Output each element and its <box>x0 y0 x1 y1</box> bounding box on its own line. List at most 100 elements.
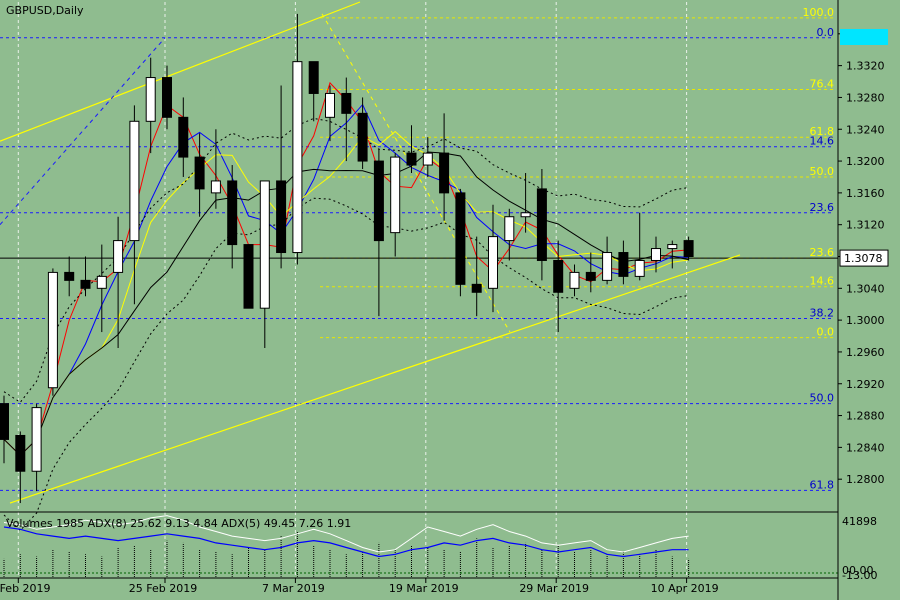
candle-body <box>471 283 482 293</box>
candle <box>667 240 678 269</box>
candle <box>553 240 564 333</box>
candle <box>210 129 221 209</box>
fib-level-label: 76.4 <box>810 77 835 90</box>
candle <box>0 395 9 464</box>
candle <box>292 13 303 265</box>
price-tick-label: 1.3280 <box>846 91 885 104</box>
candle-body <box>308 61 319 94</box>
candle-body <box>651 248 661 261</box>
candle-body <box>113 240 124 273</box>
candle-body <box>634 259 645 277</box>
candle-body <box>406 152 417 166</box>
candle <box>455 188 466 297</box>
candle-body <box>243 244 254 309</box>
candle <box>602 236 613 285</box>
candle <box>683 236 694 261</box>
price-tick-label: 1.3160 <box>846 187 885 200</box>
candle <box>471 236 482 317</box>
price-tick-label: 1.3240 <box>846 123 885 136</box>
candle <box>47 268 58 396</box>
price-tick-label: 1.2800 <box>846 473 885 486</box>
candle-body <box>439 152 450 194</box>
blue-diagonal <box>0 37 166 226</box>
candle <box>145 57 156 154</box>
candle <box>373 149 384 317</box>
candle-body <box>569 271 580 289</box>
candle-body <box>504 216 515 242</box>
candle <box>325 85 335 142</box>
fib-level-label: 50.0 <box>810 392 835 405</box>
price-tick-label: 1.3000 <box>846 314 885 327</box>
candle <box>276 85 287 269</box>
candle <box>390 153 401 257</box>
candle <box>618 240 629 285</box>
candle-body <box>536 188 547 261</box>
candle-body <box>422 152 433 166</box>
time-tick-label: 19 Mar 2019 <box>389 582 459 595</box>
candle <box>439 113 450 221</box>
fib-level-label: 61.8 <box>810 478 835 491</box>
candle-body <box>553 259 564 293</box>
price-tick-label: 1.2840 <box>846 441 885 454</box>
candle <box>194 133 205 217</box>
time-tick-label: 13 Feb 2019 <box>0 582 51 595</box>
volume-tick-label: -13.00 <box>842 569 877 582</box>
candles-layer <box>0 13 694 504</box>
candle <box>31 403 42 492</box>
candle-body <box>64 271 75 281</box>
candle-body <box>129 120 140 242</box>
price-tick-label: 1.2920 <box>846 378 885 391</box>
candle <box>569 264 580 297</box>
candle <box>80 256 91 297</box>
volume-tick-label: 00.00 <box>842 564 874 577</box>
fib-level-label: 61.8 <box>810 125 835 138</box>
candle-body <box>667 244 678 250</box>
lower-band-line <box>3 197 689 532</box>
fib-diagonal <box>321 13 511 333</box>
candle-body <box>520 212 531 218</box>
candle-body <box>227 180 238 246</box>
candle <box>406 125 417 173</box>
candle-body <box>618 252 629 277</box>
fib-level-label: 23.6 <box>810 201 835 214</box>
candle <box>227 165 238 269</box>
candle-body <box>292 61 303 254</box>
candle <box>162 65 172 130</box>
candle <box>341 77 352 162</box>
candle-body <box>373 160 384 242</box>
candle <box>651 236 661 273</box>
candle-body <box>357 112 368 162</box>
candle-body <box>210 180 221 194</box>
current-price-label: 1.3078 <box>844 252 883 265</box>
candle-body <box>194 156 205 190</box>
fib-level-label: 23.6 <box>810 246 835 259</box>
upper-trend-line <box>0 1 361 142</box>
volume-tick-label: 41898 <box>842 515 877 528</box>
candle <box>357 97 368 170</box>
price-tick-label: 1.2880 <box>846 410 885 423</box>
fib-level-label: 0.0 <box>817 26 835 39</box>
fib-level-label: 38.2 <box>810 307 835 320</box>
candle <box>520 172 531 233</box>
candle-body <box>341 92 352 114</box>
candle-body <box>488 236 498 289</box>
price-tick-label: 1.3200 <box>846 155 885 168</box>
time-tick-label: 25 Feb 2019 <box>129 582 197 595</box>
candle-body <box>145 77 156 122</box>
candle-body <box>178 116 189 158</box>
candle <box>259 180 270 348</box>
fib-level-label: 14.6 <box>810 135 835 148</box>
adx-secondary-line <box>3 515 689 553</box>
candle <box>15 431 26 504</box>
candle-body <box>162 77 172 118</box>
candle-body <box>0 403 9 440</box>
candle-body <box>390 156 401 234</box>
candle-body <box>602 252 613 281</box>
candle <box>585 252 596 293</box>
candle <box>536 169 547 281</box>
price-tick-label: 1.2960 <box>846 346 885 359</box>
price-tick-label: 1.3040 <box>846 282 885 295</box>
candle-body <box>80 279 91 289</box>
